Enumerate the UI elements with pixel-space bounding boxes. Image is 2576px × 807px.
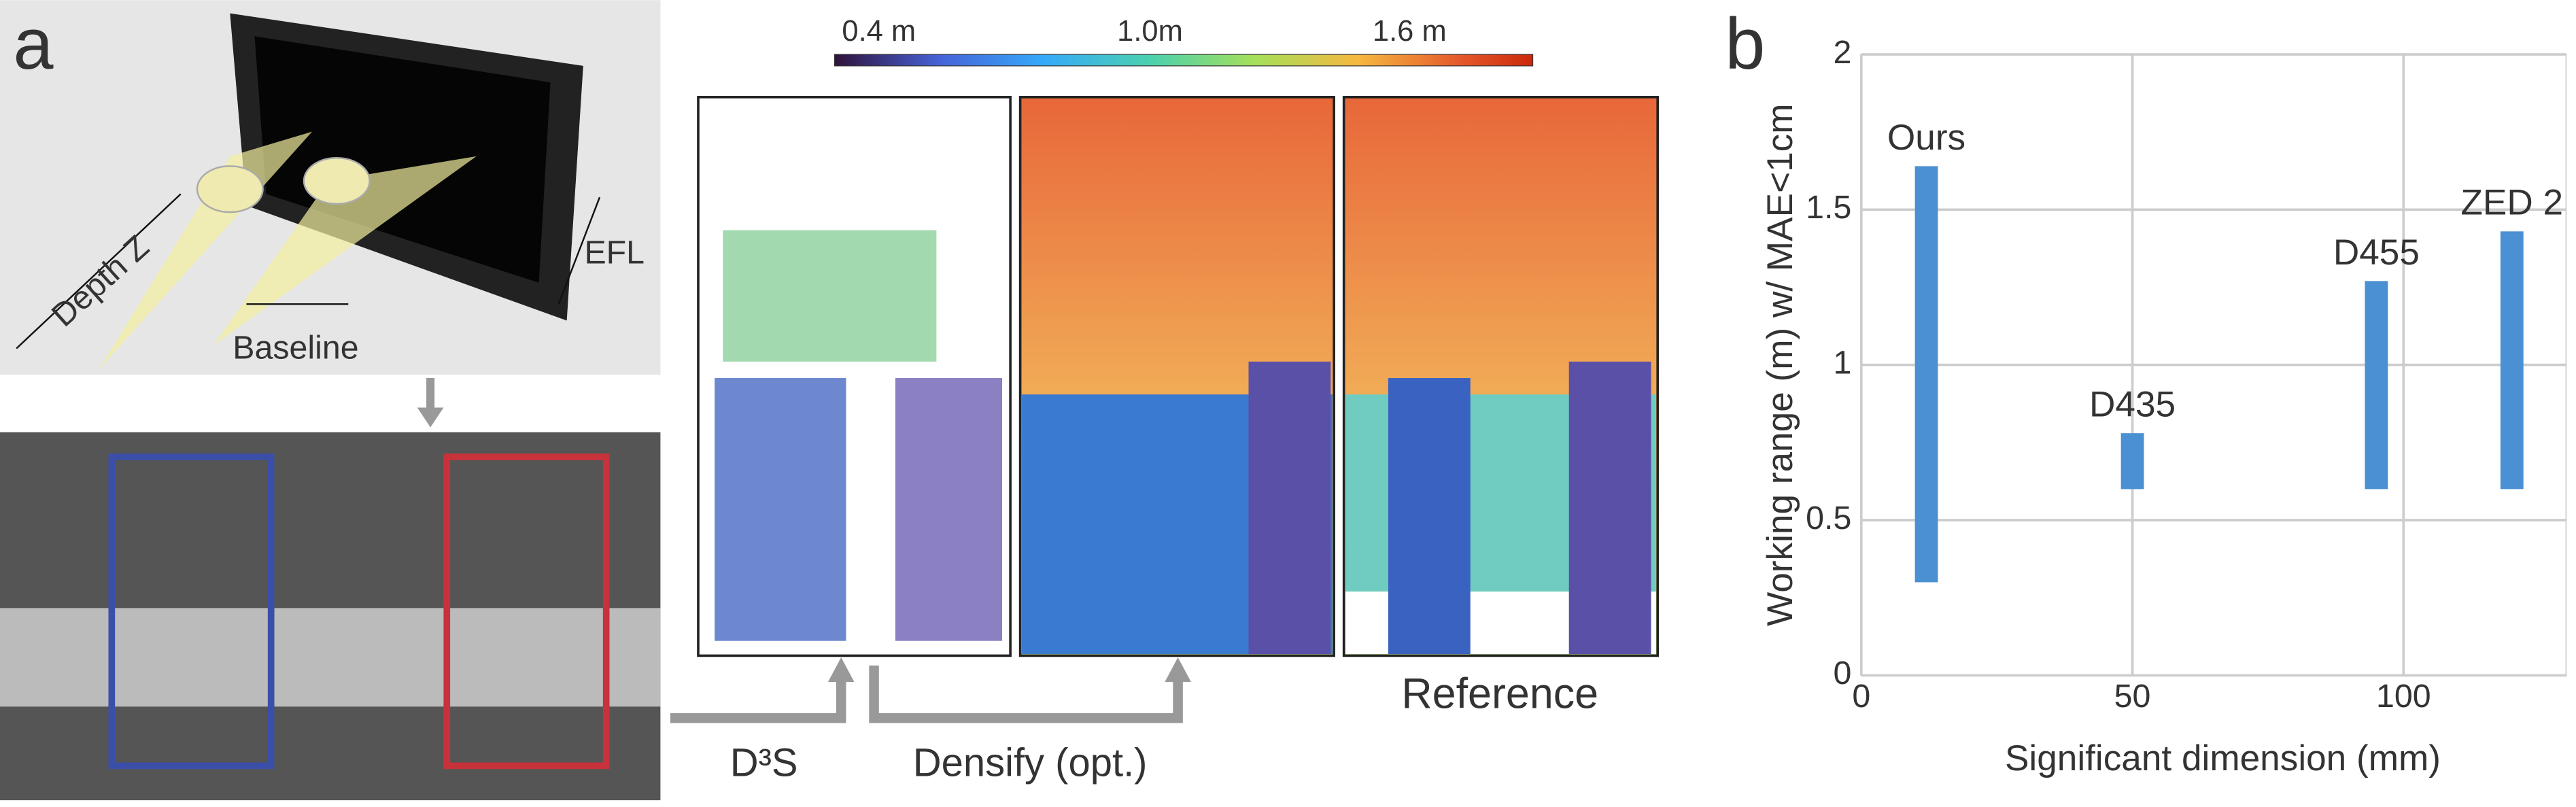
y-axis-label: Working range (m) w/ MAE<1cm [1760, 103, 1800, 626]
step-label: D³S [730, 742, 798, 785]
colorbar-label: 0.4 m [842, 15, 916, 48]
colorbar-label: 1.0m [1117, 15, 1183, 48]
x-axis-label: Significant dimension (mm) [2005, 738, 2441, 778]
bar-label: Ours [1887, 118, 1965, 158]
bar [2365, 281, 2388, 490]
step-label: Densify (opt.) [913, 742, 1148, 785]
annotation: Baseline [233, 330, 358, 366]
bar-label: ZED 2 [2460, 183, 2563, 223]
y-tick-label: 0 [1833, 655, 1851, 691]
x-tick-label: 50 [2114, 678, 2151, 715]
bar-label: D455 [2333, 233, 2420, 273]
bar-label: D435 [2089, 385, 2176, 425]
illustration [0, 0, 1660, 801]
panel-label: a [13, 3, 54, 84]
annotation: EFL [584, 235, 645, 271]
y-tick-label: 1.5 [1806, 189, 1851, 226]
chart: b Significant dimension (mm) Working ran… [1725, 3, 2567, 778]
y-tick-label: 0.5 [1806, 500, 1851, 536]
y-tick-label: 2 [1833, 34, 1851, 71]
bar [1914, 166, 1938, 583]
y-tick-label: 1 [1833, 344, 1851, 381]
x-tick-label: 100 [2376, 678, 2431, 715]
bar [2120, 433, 2144, 490]
bar [2500, 231, 2524, 490]
colorbar-label: 1.6 m [1373, 15, 1447, 48]
x-tick-label: 0 [1852, 678, 1870, 715]
panel-label: b [1725, 3, 1765, 84]
reference-label: Reference [1401, 670, 1598, 717]
